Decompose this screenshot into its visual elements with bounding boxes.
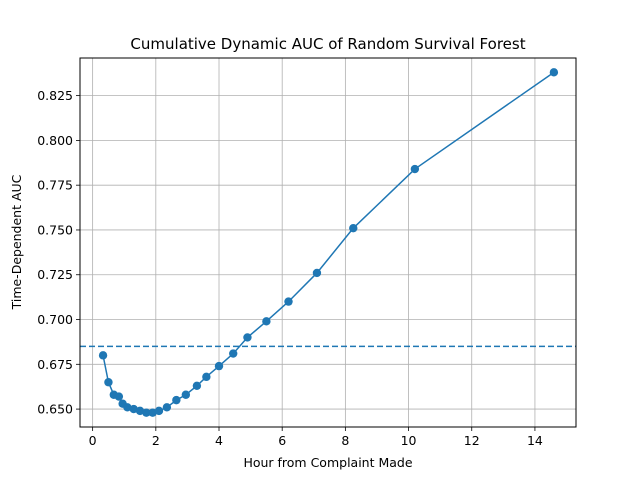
data-point-marker (192, 381, 202, 391)
ticks: 0 2 4 6 8 10 12 14 0.650 0.675 0.700 0.725 0.750 0.77… (37, 88, 543, 448)
x-tick-label: 14 (527, 433, 543, 448)
y-tick-label: 0.650 (37, 402, 73, 417)
data-point-marker (148, 408, 157, 417)
plot-frame (79, 57, 577, 428)
data-point-marker (214, 361, 224, 371)
x-tick-label: 2 (152, 433, 160, 448)
chart-title: Cumulative Dynamic AUC of Random Surviva… (130, 35, 525, 53)
data-point-marker (349, 223, 358, 233)
x-tick-label: 4 (215, 433, 223, 448)
data-point-marker (142, 408, 151, 417)
data-point-marker (312, 268, 322, 278)
x-tick-label: 0 (89, 433, 97, 448)
y-tick-label: 0.700 (37, 312, 73, 327)
data-point-marker (243, 333, 252, 342)
data-point-marker (98, 351, 108, 360)
data-point-marker (129, 404, 138, 414)
y-tick-label: 0.750 (37, 222, 73, 237)
y-tick-label: 0.775 (37, 178, 73, 193)
data-point-marker (202, 372, 211, 382)
y-tick-label: 0.800 (37, 133, 73, 148)
series-layer (98, 68, 559, 417)
data-point-marker (181, 390, 191, 399)
data-point-marker (104, 378, 113, 387)
x-tick-label: 6 (278, 433, 286, 448)
grid (80, 58, 576, 427)
data-point-marker (162, 403, 172, 412)
x-tick-label: 10 (401, 433, 417, 448)
y-tick-label: 0.825 (37, 88, 73, 103)
data-point-marker (229, 349, 238, 358)
y-tick-label: 0.675 (37, 357, 73, 372)
data-point-marker (262, 317, 271, 326)
data-point-marker (123, 403, 132, 412)
y-tick-label: 0.725 (37, 267, 73, 282)
data-point-marker (410, 164, 420, 174)
x-tick-label: 12 (464, 433, 480, 448)
x-axis-label: Hour from Complaint Made (243, 455, 412, 470)
y-axis-label: Time-Dependent AUC (9, 174, 24, 310)
data-point-marker (154, 406, 164, 416)
data-point-marker (284, 297, 293, 306)
data-point-marker (172, 395, 181, 405)
data-point-marker (549, 68, 559, 77)
data-point-marker (114, 392, 124, 401)
x-tick-label: 8 (341, 433, 349, 448)
data-point-marker (135, 406, 145, 416)
